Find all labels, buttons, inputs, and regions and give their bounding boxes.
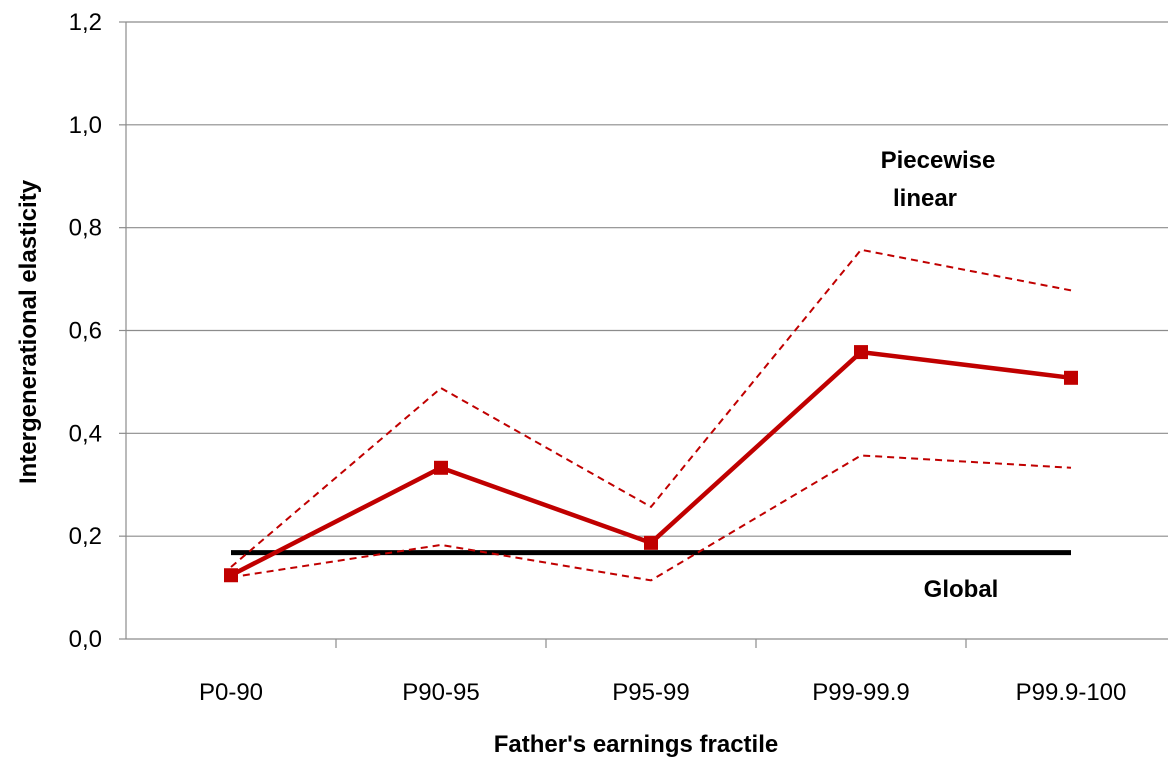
x-tick-labels: P0-90 P90-95 P95-99 P99-99.9 P99.9-100 [199, 679, 1126, 706]
series-line-upper_ci [230, 248, 1072, 568]
series-line-lower_ci [230, 454, 1072, 582]
annotation-piecewise-line2: linear [893, 185, 957, 212]
y-tick-label-2: 0,4 [69, 420, 102, 447]
marker-piecewise-2 [644, 535, 658, 550]
series-lines [229, 248, 1072, 582]
x-tick-label-4: P99.9-100 [1016, 679, 1127, 706]
y-axis-title: Intergenerational elasticity [15, 179, 42, 484]
axes [125, 22, 1168, 640]
y-tick-label-0: 0,0 [69, 626, 102, 653]
x-tick-label-2: P95-99 [612, 679, 689, 706]
y-tick-label-1: 0,2 [69, 523, 102, 550]
y-tick-label-3: 0,6 [69, 318, 102, 345]
series-markers [224, 345, 1078, 583]
x-axis-title: Father's earnings fractile [494, 731, 778, 758]
marker-piecewise-1 [434, 460, 448, 475]
y-tick-labels: 0,0 0,2 0,4 0,6 0,8 1,0 1,2 [69, 9, 102, 653]
annotation-piecewise-line1: Piecewise [881, 147, 996, 174]
marker-piecewise-3 [854, 345, 868, 360]
annotation-global: Global [924, 576, 999, 603]
gridlines [119, 21, 1168, 648]
x-tick-label-3: P99-99.9 [812, 679, 909, 706]
x-tick-label-1: P90-95 [402, 679, 479, 706]
y-tick-label-4: 0,8 [69, 215, 102, 242]
marker-piecewise-4 [1064, 370, 1078, 385]
x-tick-label-0: P0-90 [199, 679, 263, 706]
y-tick-label-6: 1,2 [69, 9, 102, 36]
y-tick-label-5: 1,0 [69, 112, 102, 139]
marker-piecewise-0 [224, 568, 238, 583]
